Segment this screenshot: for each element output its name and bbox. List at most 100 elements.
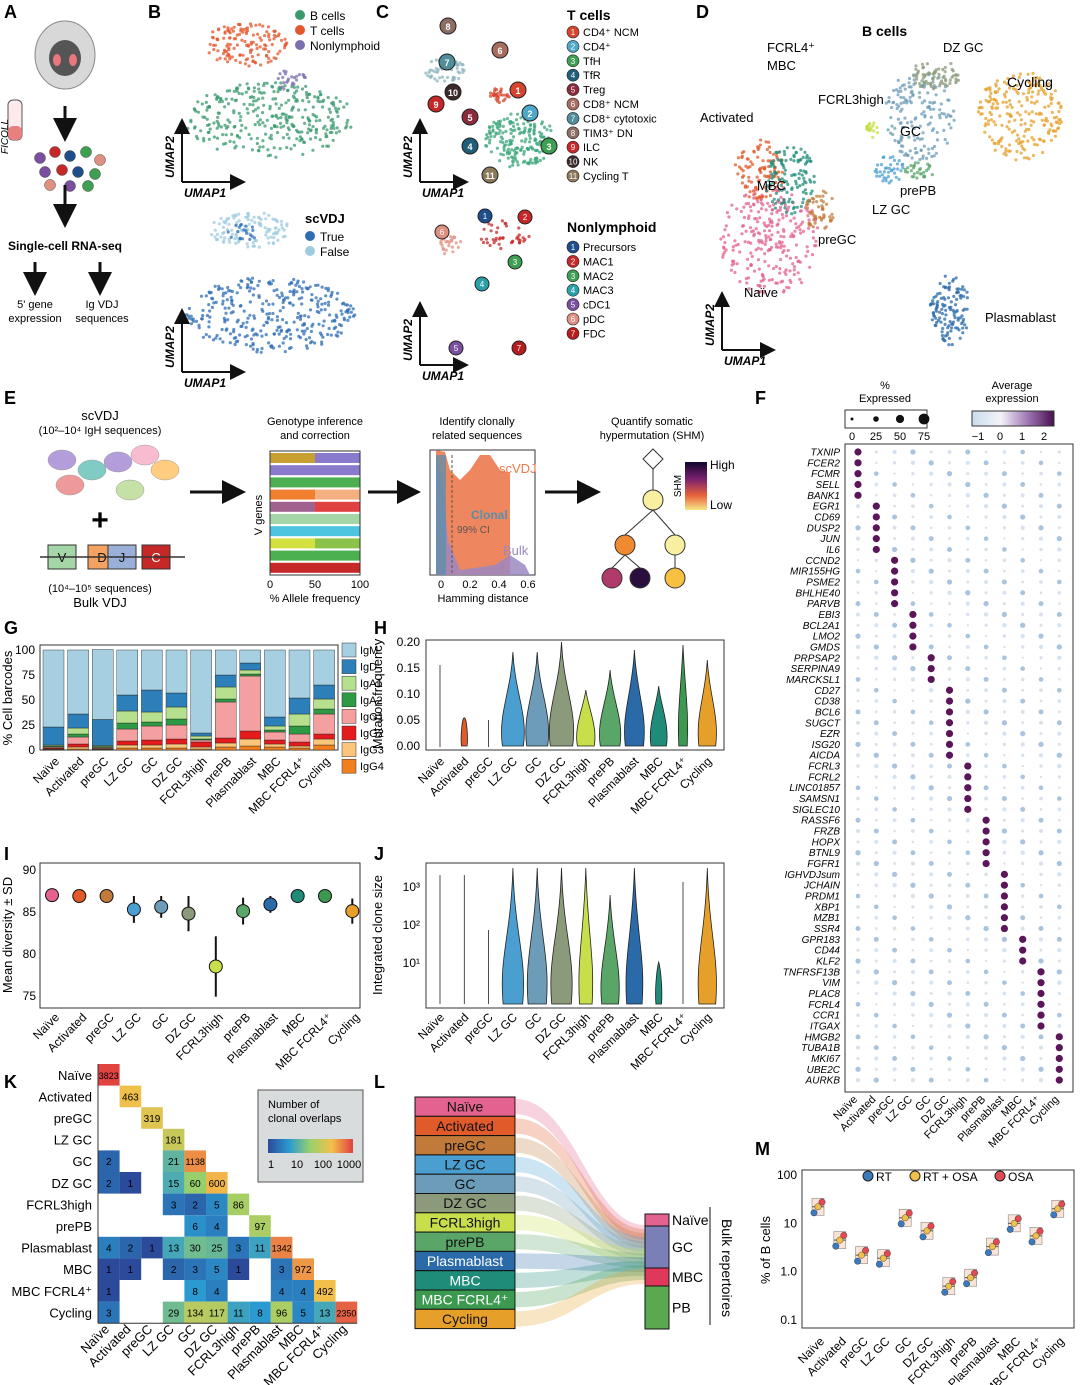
dot [929,743,933,746]
umap-point-plasmablast [949,300,953,304]
umap-point-mac [517,226,521,230]
dot [874,666,878,671]
umap-point-mbc [803,162,808,166]
dot [891,871,898,878]
dot [856,796,860,801]
row-label: MBC [63,1262,92,1277]
dot [1038,1077,1044,1083]
panel-a-workflow: FICOLL Single-cell RNA-seq 5' gene expres… [0,20,129,325]
cluster-marker-9 [427,95,445,113]
dot [911,1024,915,1028]
umap-point-gc [893,126,897,130]
umap-point-true [225,327,229,331]
umap-point-gc [949,114,953,118]
dot [1002,807,1007,812]
umap-point-mbc [780,202,784,206]
cluster-number: 2 [527,109,532,119]
umap-point-b [323,124,327,128]
umap-point-cycling [988,135,992,139]
dot [855,568,861,574]
dot [874,763,879,769]
umap-point-true [316,305,320,309]
dot [966,515,969,519]
dot [983,785,989,791]
umap-point-nonlymph [290,75,294,79]
umap-point-true [301,290,305,294]
dot [928,720,934,726]
umap-point-t [261,24,265,28]
stack-segment [190,735,212,740]
dot [893,504,896,508]
dot [1021,753,1025,757]
dot [983,1034,989,1040]
umap-point-b [228,139,232,143]
umap-point-mac [489,229,493,233]
umap-point-cycling [1007,127,1011,131]
umap-point-true [221,340,225,344]
umap-point-dzgc [943,65,947,70]
dot [1057,872,1062,877]
dot [856,699,860,703]
gene-label: FRZB [814,827,840,838]
umap-point-true [307,336,312,340]
stack-segment [141,744,163,749]
umap-point-b [255,136,259,140]
dot [984,1068,988,1071]
umap-point-b [230,97,234,101]
umap-point-cd8 [434,67,438,71]
dot [891,589,899,597]
umap-point-b [215,96,219,100]
umap-point-gc [913,146,918,151]
umap-point-dzgc [915,77,919,81]
umap-point-nonlymph [297,73,301,77]
umap-point-true [208,315,212,319]
heat-cell [314,1280,336,1302]
dot [891,578,899,586]
dot [965,536,970,541]
umap-point-cd8 [424,71,428,75]
umap-point-false [219,235,223,239]
dot [1000,870,1009,878]
umap-point-naive [798,209,803,213]
umap-point-t [259,38,263,42]
umap-point-false [266,227,270,231]
umap-point-naive [798,277,802,281]
umap-point-activated [750,162,755,166]
umap-point-mbc [804,191,808,196]
dot [1038,785,1044,791]
dot [1021,504,1025,508]
dot [947,634,952,638]
umap-point-activated [736,156,741,160]
umap-point-prepb [915,176,919,180]
dot [1039,884,1043,887]
umap-point-true [240,324,244,328]
umap-point-plasmablast [962,288,966,292]
umap-point-b [216,111,220,115]
umap-point-mbc [792,146,796,150]
stack-segment [190,732,212,737]
heat-value: 3 [171,1200,177,1211]
panel-f-dotplot: TXNIPFCER2FCMRSELLBANK1EGR1CD69DUSP2JUNI… [783,380,1074,1150]
umap-point-naive [778,208,782,212]
umap-point-true [297,297,301,301]
dot [1056,1012,1062,1018]
dot [1002,851,1007,855]
tree-edge [611,554,626,569]
umap-point-mac [485,237,489,241]
umap-point-b [325,134,329,138]
legend-label: FDC [583,328,606,340]
umap-point-lzgc [888,156,892,160]
panel-letters: A B C DE FG HI JK LM [4,2,770,1159]
umap-point-pdc [444,248,448,252]
umap-point-plasmablast [961,326,965,330]
umap-point-prepb [912,164,916,168]
umap-point-naive [762,221,766,225]
dot [929,591,933,595]
umap-point-mac [485,241,489,245]
umap-point-naive [770,233,774,237]
umap-point-naive [723,240,727,245]
dot [984,764,988,768]
umap-point-true [226,230,230,234]
umap-point-plasmablast [965,296,970,300]
